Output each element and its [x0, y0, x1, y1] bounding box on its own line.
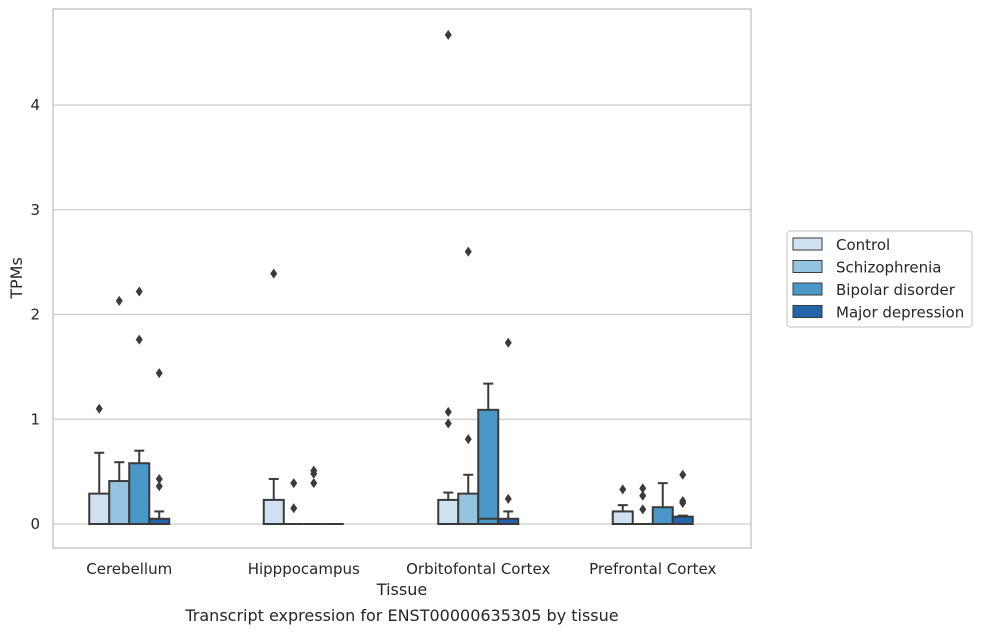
outlier-point [504, 493, 512, 504]
box-bipolar-disorder [128, 286, 151, 525]
outlier-point [444, 406, 452, 417]
box-plot-area [88, 29, 694, 526]
outlier-point [639, 504, 647, 515]
outlier-point [444, 29, 452, 40]
box [262, 498, 285, 526]
x-tick-label: Hipppocampus [248, 560, 360, 578]
box-control [437, 29, 460, 526]
box [611, 510, 634, 525]
box-schizophrenia [108, 295, 131, 525]
legend-frame [786, 230, 973, 328]
legend-label: Control [836, 236, 890, 254]
y-tick-label: 2 [30, 306, 40, 324]
x-axis-ticks: Cerebellum Hipppocampus Orbitofontal Corte… [86, 560, 716, 578]
box-bipolar-disorder [651, 482, 674, 525]
legend-swatch [792, 305, 823, 318]
box-control [88, 403, 111, 525]
legend-label: Bipolar disorder [836, 281, 956, 299]
chart-caption: Transcript expression for ENST0000063530… [184, 606, 618, 625]
legend-swatch [792, 282, 823, 296]
plot-frame [52, 8, 752, 549]
outlier-point [679, 495, 687, 506]
y-tick-label: 0 [30, 515, 40, 533]
outlier-point [679, 469, 687, 480]
outlier-point [310, 465, 318, 476]
box-major-depression [148, 368, 171, 526]
outlier-point [464, 434, 472, 445]
outlier-point [464, 246, 472, 257]
outlier-point [444, 418, 452, 429]
outlier-point [155, 481, 163, 492]
box-major-depression [497, 337, 520, 526]
box [437, 498, 460, 526]
outlier-point [290, 478, 298, 489]
box [651, 506, 674, 525]
x-tick-label: Orbitofontal Cortex [406, 560, 550, 578]
box [88, 492, 111, 525]
outlier-point [155, 473, 163, 484]
y-tick-label: 4 [30, 96, 40, 114]
y-tick-label: 1 [30, 410, 40, 428]
box [457, 492, 480, 525]
box [477, 408, 500, 526]
box-control [262, 268, 285, 526]
box [128, 462, 151, 525]
box-schizophrenia [283, 478, 304, 525]
y-axis-label: TPMs [7, 257, 26, 300]
box-bipolar-disorder [477, 382, 500, 526]
outlier-point [310, 478, 318, 489]
legend-swatch [792, 260, 823, 273]
outlier-point [155, 368, 163, 379]
legend-label: Schizophrenia [836, 259, 941, 277]
outlier-point [639, 483, 647, 494]
outlier-point [115, 295, 123, 306]
x-tick-label: Cerebellum [86, 560, 172, 578]
outlier-point [639, 490, 647, 501]
legend-label: Major depression [836, 304, 964, 322]
outlier-point [270, 268, 278, 279]
legend: Control Schizophrenia Bipolar disorder Majo… [786, 230, 973, 328]
box-major-depression [671, 469, 694, 525]
outlier-point [504, 337, 512, 348]
outlier-point [135, 334, 143, 345]
outlier-point [619, 484, 627, 495]
y-tick-label: 3 [30, 201, 40, 219]
outlier-point [95, 403, 103, 414]
outlier-point [135, 286, 143, 297]
y-axis-ticks: 0 1 2 3 4 [30, 96, 40, 533]
box [671, 515, 694, 525]
x-tick-label: Prefrontal Cortex [589, 560, 716, 578]
box-bipolar-disorder [303, 465, 324, 525]
box [108, 480, 131, 525]
outlier-point [290, 503, 298, 514]
gridlines [53, 104, 751, 525]
x-axis-label: Tissue [376, 580, 427, 599]
box-schizophrenia [632, 483, 653, 525]
legend-swatch [792, 237, 823, 251]
box-control [611, 484, 634, 525]
box-schizophrenia [457, 246, 480, 525]
